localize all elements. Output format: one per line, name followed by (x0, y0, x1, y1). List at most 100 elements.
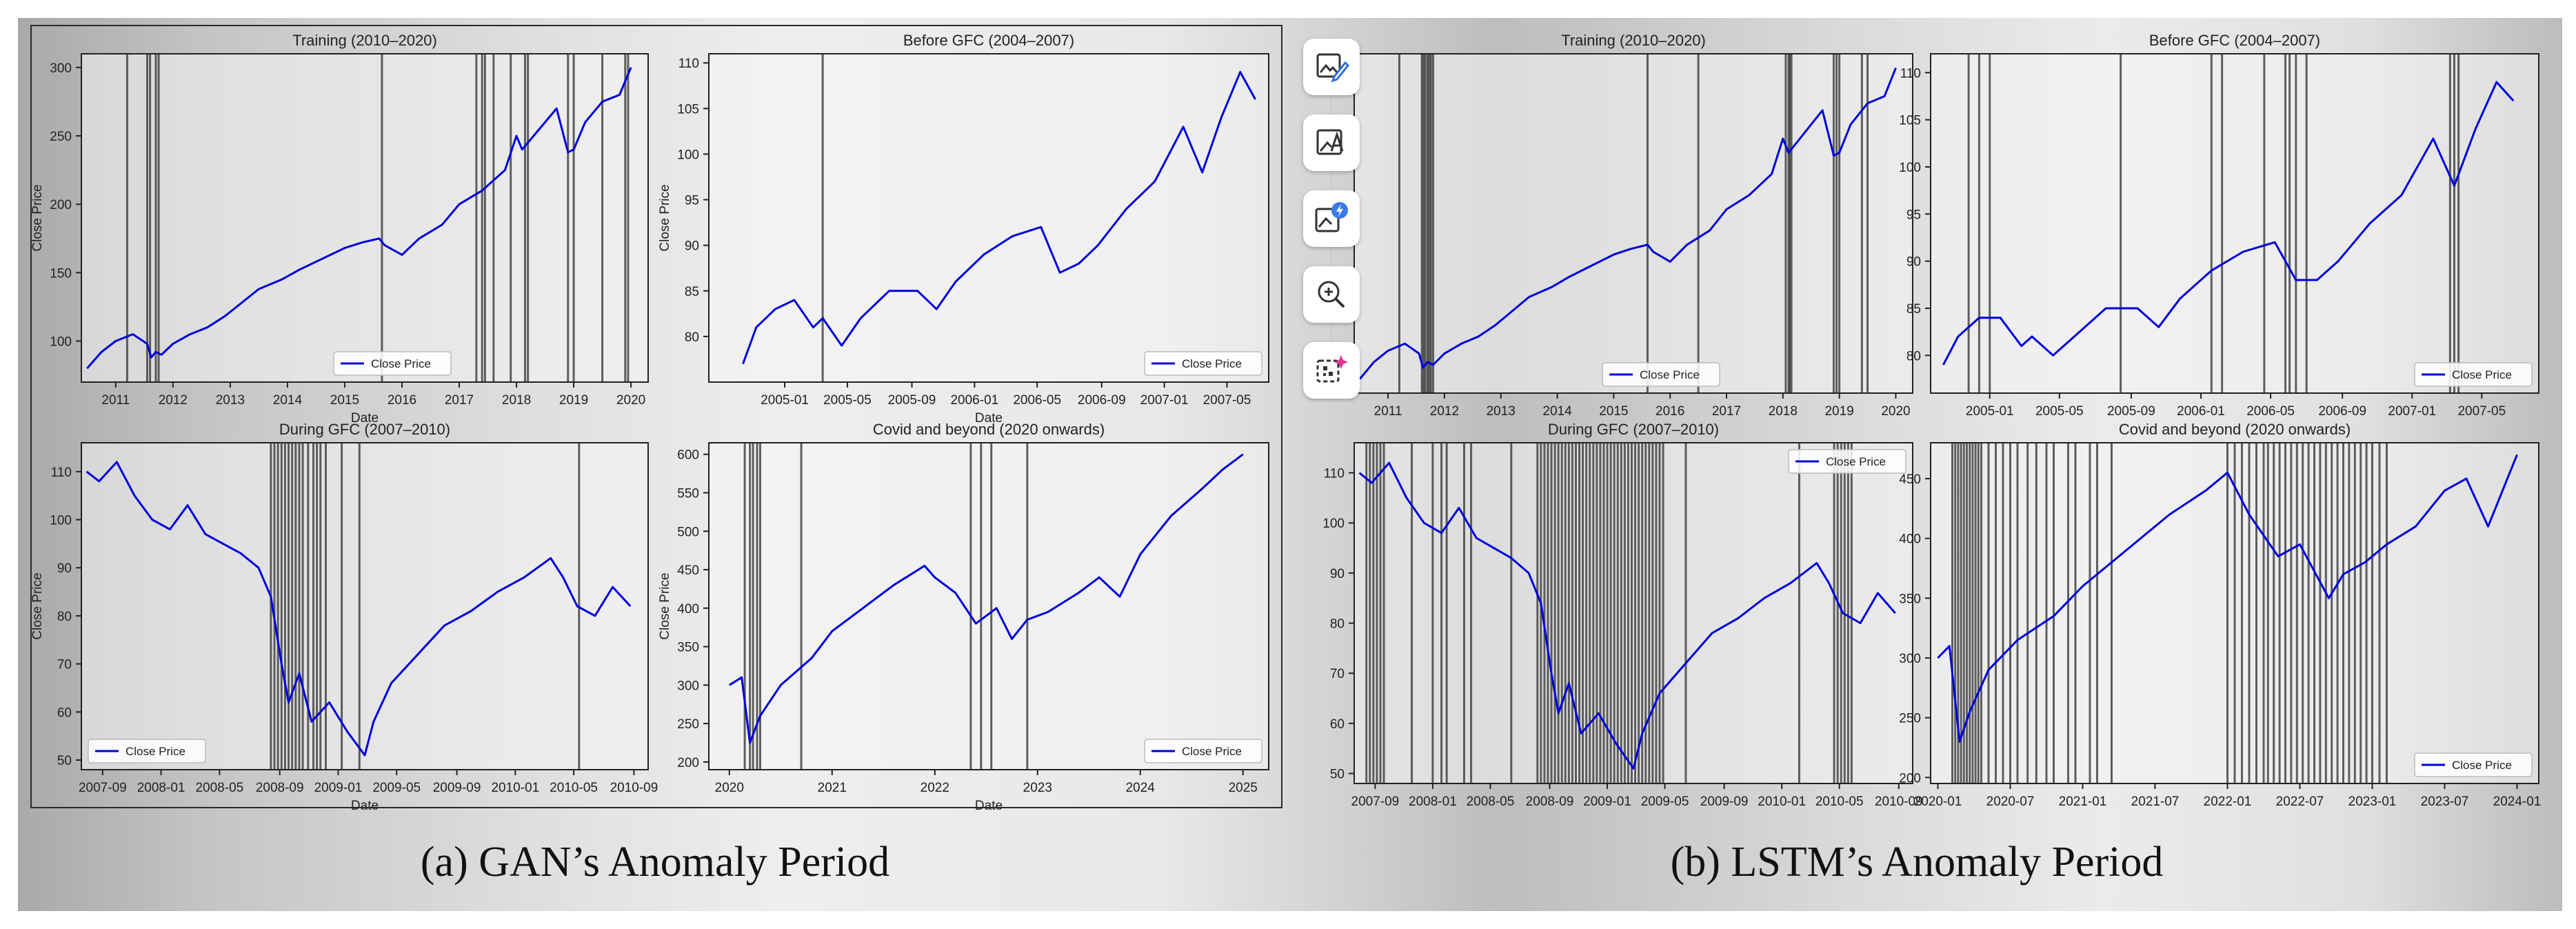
x-tick-label: 2020 (1881, 404, 1910, 419)
x-tick-label: 2009-05 (1641, 795, 1689, 809)
x-tick-label: 2009-09 (433, 781, 481, 795)
chart-title: Before GFC (2004–2007) (2149, 32, 2320, 49)
y-tick-label: 50 (1330, 767, 1345, 781)
x-tick-label: 2012 (159, 393, 188, 408)
qr-sparkle-icon (1316, 355, 1348, 383)
plot-background (1931, 54, 2539, 393)
x-tick-label: 2009-01 (314, 781, 363, 795)
y-axis-label: Close Price (30, 184, 45, 251)
y-tick-label: 500 (677, 525, 699, 539)
plot-background (81, 54, 648, 382)
lstm-before-plot-area: 2005-01 2005-05 2005-09 2006-01 2006-05 2006-… (1899, 32, 2539, 419)
plot-frame (1354, 442, 1913, 784)
y-tick-label: 400 (1899, 532, 1921, 547)
y-tick-label: 85 (1906, 302, 1921, 317)
close-price-line (1937, 454, 2518, 743)
legend-label: Close Price (2452, 759, 2512, 772)
legend: Close Price (333, 351, 452, 376)
enhance-image-icon (1315, 202, 1348, 232)
legend-box (1144, 739, 1262, 763)
x-tick-label: 2007-01 (2388, 404, 2436, 419)
y-tick-label: 100 (50, 335, 72, 350)
y-tick-label: 550 (677, 486, 699, 501)
qr-sparkle-button[interactable] (1303, 342, 1360, 399)
y-tick-label: 90 (57, 561, 72, 576)
y-axis-label: Close Price (658, 572, 672, 639)
x-tick-label: 2020-07 (1986, 795, 2035, 809)
y-tick-label: 105 (1899, 114, 1921, 128)
plot-frame (708, 442, 1269, 770)
x-tick-label: 2022-01 (2204, 795, 2252, 809)
x-tick-label: 2005-01 (1966, 404, 2014, 419)
plot-frame (81, 53, 649, 383)
x-tick-label: 2020 (715, 781, 744, 795)
x-tick-label: 2022-07 (2276, 795, 2324, 809)
x-tick-label: 2016 (388, 393, 416, 408)
x-tick-label: 2007-05 (2457, 404, 2506, 419)
x-tick-label: 2006-09 (1078, 393, 1126, 408)
x-tick-label: 2007-05 (1203, 393, 1251, 408)
image-text-button[interactable] (1303, 114, 1360, 171)
x-tick-label: 2011 (101, 393, 130, 408)
y-tick-label: 450 (1899, 472, 1921, 487)
x-tick-label: 2009-05 (372, 781, 421, 795)
legend-label: Close Price (1182, 357, 1242, 370)
x-tick-label: 2008-05 (1467, 795, 1515, 809)
y-tick-label: 80 (1330, 617, 1345, 632)
x-tick-label: 2013 (1487, 404, 1516, 419)
x-tick-label: 2005-05 (823, 393, 872, 408)
y-axis-label: Close Price (658, 184, 672, 251)
x-tick-label: 2008-05 (195, 781, 243, 795)
x-tick-label: 2010-09 (610, 781, 658, 795)
zoom-in-button[interactable] (1303, 266, 1360, 323)
legend: Close Price (1144, 351, 1262, 376)
x-tick-label: 2017 (1712, 404, 1741, 419)
x-tick-label: 2024 (1126, 781, 1156, 795)
y-tick-label: 250 (50, 130, 72, 144)
plot-frame (81, 442, 649, 770)
x-tick-label: 2014 (273, 393, 303, 408)
x-tick-label: 2019 (1824, 404, 1853, 419)
x-tick-label: 2012 (1430, 404, 1459, 419)
gan-training-svg: 2011 2012 2013 2014 2015 2016 2017 2018 2019 2020… (30, 32, 649, 426)
x-tick-label: 2014 (1542, 404, 1572, 419)
y-tick-label: 100 (677, 148, 699, 162)
caption-lstm: (b) LSTM’s Anomaly Period (1670, 839, 2164, 886)
y-tick-label: 150 (50, 266, 72, 281)
chart-title: Covid and beyond (2020 onwards) (2119, 421, 2351, 438)
x-tick-label: 2023-07 (2421, 795, 2469, 809)
chart-title: Training (2010–2020) (1561, 32, 1706, 49)
x-tick-label: 2006-09 (2318, 404, 2366, 419)
close-price-line (729, 453, 1244, 744)
y-tick-label: 100 (1322, 517, 1345, 531)
legend-label: Close Price (1826, 455, 1886, 468)
x-tick-label: 2007-09 (1351, 795, 1400, 809)
gan-during-plot-area: 2007-09 2008-01 2008-05 2008-09 2009-01 2009-… (30, 421, 658, 813)
y-tick-label: 200 (50, 198, 72, 212)
y-tick-label: 90 (1330, 567, 1345, 581)
legend-box (333, 351, 452, 376)
x-tick-label: 2007-01 (1140, 393, 1189, 408)
plot-background (81, 443, 648, 770)
y-tick-label: 600 (677, 448, 699, 463)
lstm-before-chart: 2005-01 2005-05 2005-09 2006-01 2006-05 2006-… (1882, 26, 2546, 441)
gan-before-svg: 2005-01 2005-05 2005-09 2006-01 2006-05 2006-… (658, 32, 1269, 426)
chart-title: During GFC (2007–2010) (279, 421, 450, 438)
edit-image-icon (1316, 53, 1349, 83)
enhance-image-button[interactable] (1303, 190, 1360, 247)
x-tick-label: 2022 (920, 781, 949, 795)
x-tick-label: 2009-01 (1583, 795, 1631, 809)
y-tick-label: 70 (1330, 667, 1345, 681)
close-price-line (1942, 81, 2515, 366)
lstm-covid-chart: 2020-01 2020-07 2021-01 2021-07 2022-01 2022-… (1882, 415, 2546, 832)
gan-panel-frame (30, 25, 1282, 808)
x-tick-label: 2013 (216, 393, 245, 408)
gan-before-plot-area: 2005-01 2005-05 2005-09 2006-01 2006-05 2006-… (658, 32, 1269, 426)
legend-label: Close Price (1182, 745, 1242, 758)
edit-image-button[interactable] (1303, 39, 1360, 95)
chart-title: Training (2010–2020) (292, 32, 437, 49)
x-tick-label: 2005-05 (2035, 404, 2084, 419)
x-axis-label: Date (975, 411, 1003, 426)
caption-gan: (a) GAN’s Anomaly Period (420, 839, 890, 886)
legend-box (1788, 449, 1906, 474)
